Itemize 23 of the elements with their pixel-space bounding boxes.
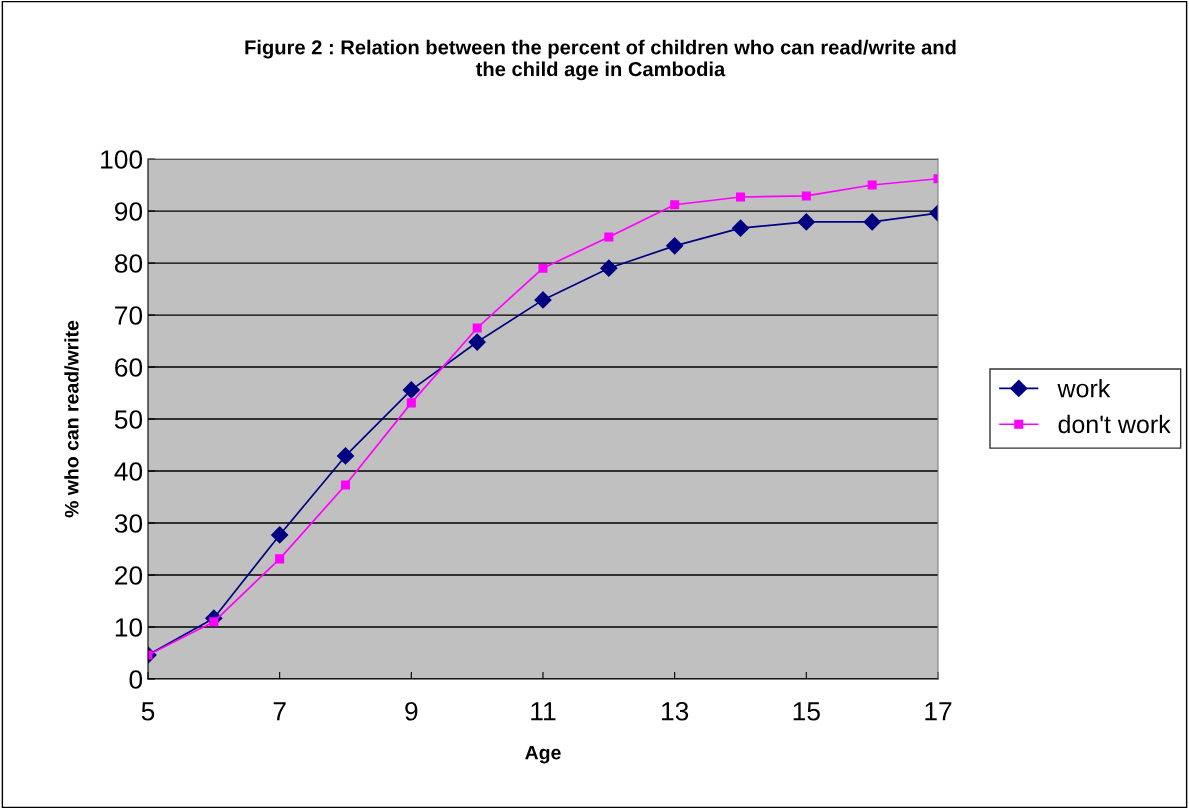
x-tick-label: 11	[531, 702, 556, 721]
x-tick-label: 15	[793, 702, 820, 721]
y-tick-label: 90	[115, 202, 143, 221]
x-tick-label: 9	[405, 701, 418, 721]
y-tick-label: 70	[115, 306, 143, 325]
y-tick-label: 80	[114, 254, 143, 273]
y-tick-label: 60	[115, 358, 143, 377]
y-tick-label: 0	[129, 670, 143, 689]
x-tick-label: 5	[141, 702, 155, 721]
x-tick-label: 13	[662, 701, 689, 721]
legend-label: don't work	[1058, 414, 1171, 434]
y-tick-label: 50	[114, 410, 143, 429]
legend-label: work	[1057, 379, 1111, 398]
y-tick-label: 100	[101, 150, 143, 169]
x-tick-label: 7	[273, 702, 286, 721]
y-tick-label: 40	[114, 462, 143, 481]
chart-title: Figure 2 : Relation between the percent of children who can read/write and the child age in Cambodia	[245, 39, 956, 81]
y-tick-label: 30	[114, 514, 143, 533]
y-tick-label: 20	[115, 566, 143, 585]
x-axis-title: Age	[525, 745, 561, 764]
x-tick-label: 17	[925, 702, 952, 721]
y-tick-label: 10	[115, 618, 143, 637]
y-axis-title: % who can read/write	[64, 320, 79, 518]
